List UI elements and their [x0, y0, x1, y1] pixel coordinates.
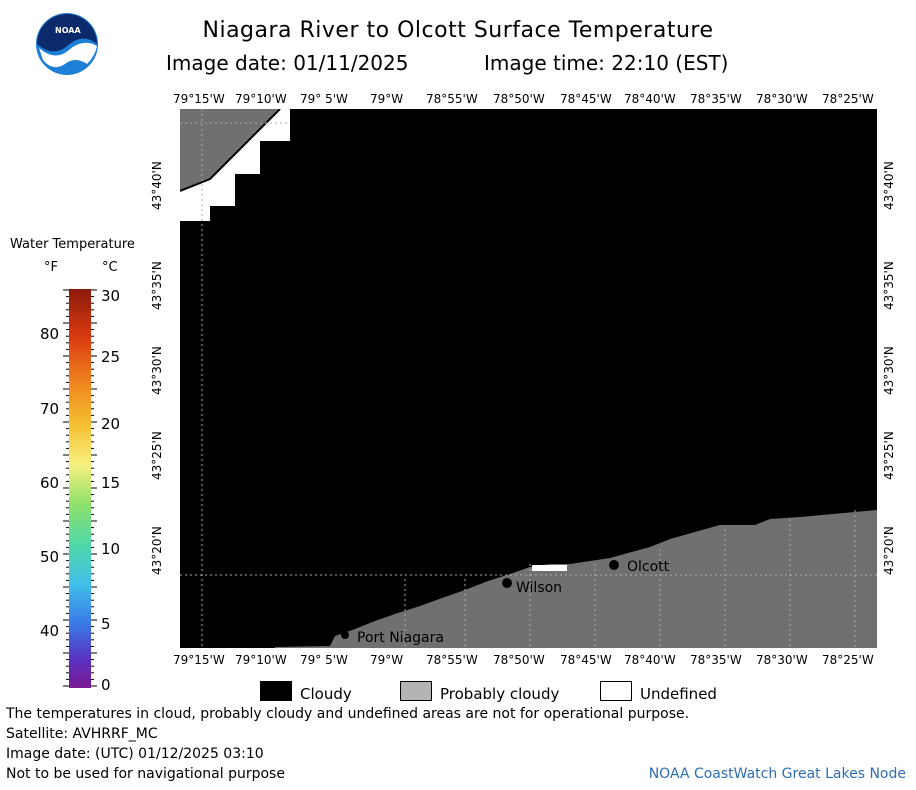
- port-niagara-marker: [341, 631, 349, 639]
- olcott-marker: [609, 560, 619, 570]
- legend-undefined-label: Undefined: [640, 685, 717, 703]
- lat-tick-label: 43°25'N: [150, 431, 164, 480]
- scale-f-label: 60: [40, 474, 60, 492]
- credit-text: NOAA CoastWatch Great Lakes Node: [648, 766, 906, 782]
- legend-cloudy-swatch: [260, 681, 292, 701]
- lon-tick-label: 79°15'W: [173, 92, 225, 106]
- noaa-logo: NOAA: [35, 12, 99, 76]
- place-port-niagara: Port Niagara: [357, 630, 444, 646]
- scale-f-label: 80: [40, 325, 60, 343]
- lat-tick-label: 43°40'N: [882, 161, 896, 210]
- lat-tick-label: 43°20'N: [882, 526, 896, 575]
- temperature-colorbar: [69, 289, 91, 688]
- disclaimer-text: The temperatures in cloud, probably clou…: [6, 706, 690, 722]
- scale-c-unit: °C: [102, 260, 118, 275]
- scale-f-label: 70: [40, 400, 60, 418]
- scale-c-label: 30: [101, 287, 121, 305]
- scale-f-unit: °F: [44, 260, 58, 275]
- lat-tick-label: 43°35'N: [882, 261, 896, 310]
- lon-tick-label: 79°10'W: [235, 653, 287, 667]
- image-time: Image time: 22:10 (EST): [484, 51, 729, 75]
- lon-tick-label: 79°W: [370, 653, 404, 667]
- undefined-patch: [532, 565, 567, 571]
- lon-tick-label: 78°50'W: [493, 653, 545, 667]
- lon-tick-label: 78°25'W: [822, 653, 874, 667]
- lon-tick-label: 79°W: [370, 92, 404, 106]
- image-date: Image date: 01/11/2025: [166, 51, 409, 75]
- lon-tick-label: 79° 5'W: [300, 653, 348, 667]
- noaa-logo-icon: [36, 13, 98, 75]
- undefined-strip: [180, 109, 290, 221]
- lon-tick-label: 78°30'W: [756, 653, 808, 667]
- lon-tick-label: 78°40'W: [624, 653, 676, 667]
- legend-probably-cloudy-swatch: [400, 681, 432, 701]
- lon-tick-label: 78°25'W: [822, 92, 874, 106]
- lon-tick-label: 79°10'W: [235, 92, 287, 106]
- place-wilson: Wilson: [516, 580, 563, 596]
- scale-c-label: 20: [101, 415, 121, 433]
- probably-cloudy-land-south: [275, 510, 877, 648]
- lon-tick-label: 78°55'W: [426, 653, 478, 667]
- scale-f-label: 40: [40, 622, 60, 640]
- legend-cloudy-label: Cloudy: [300, 685, 352, 703]
- scale-c-label: 5: [101, 615, 111, 633]
- lon-tick-label: 79° 5'W: [300, 92, 348, 106]
- probably-cloudy-land-north: [180, 109, 280, 191]
- lon-tick-label: 79°15'W: [173, 653, 225, 667]
- place-olcott: Olcott: [627, 559, 670, 575]
- lon-tick-label: 78°55'W: [426, 92, 478, 106]
- lon-tick-label: 78°45'W: [560, 653, 612, 667]
- utc-date-text: Image date: (UTC) 01/12/2025 03:10: [6, 746, 264, 762]
- lon-tick-label: 78°50'W: [493, 92, 545, 106]
- scale-c-label: 15: [101, 474, 121, 492]
- lat-tick-label: 43°40'N: [150, 161, 164, 210]
- graticule: [180, 109, 877, 648]
- satellite-text: Satellite: AVHRRF_MC: [6, 726, 158, 742]
- scale-title: Water Temperature: [10, 237, 135, 252]
- scale-c-label: 0: [101, 676, 111, 694]
- legend-probably-cloudy-label: Probably cloudy: [440, 685, 560, 703]
- nav-warning-text: Not to be used for navigational purpose: [6, 766, 285, 782]
- colorbar-ticks: [63, 289, 97, 687]
- legend-undefined-swatch: [600, 681, 632, 701]
- lon-tick-label: 78°35'W: [690, 653, 742, 667]
- logo-text: NOAA: [55, 26, 81, 35]
- scale-f-label: 50: [40, 548, 60, 566]
- lat-tick-label: 43°20'N: [150, 526, 164, 575]
- lon-tick-label: 78°30'W: [756, 92, 808, 106]
- wilson-marker: [502, 578, 512, 588]
- lon-tick-label: 78°40'W: [624, 92, 676, 106]
- lon-tick-label: 78°45'W: [560, 92, 612, 106]
- scale-c-label: 25: [101, 348, 121, 366]
- scale-c-label: 10: [101, 540, 121, 558]
- map-area: [180, 109, 877, 648]
- lat-tick-label: 43°30'N: [882, 346, 896, 395]
- lat-tick-label: 43°25'N: [882, 431, 896, 480]
- lat-tick-label: 43°30'N: [150, 346, 164, 395]
- lon-tick-label: 78°35'W: [690, 92, 742, 106]
- lat-tick-label: 43°35'N: [150, 261, 164, 310]
- page-title: Niagara River to Olcott Surface Temperat…: [202, 18, 714, 43]
